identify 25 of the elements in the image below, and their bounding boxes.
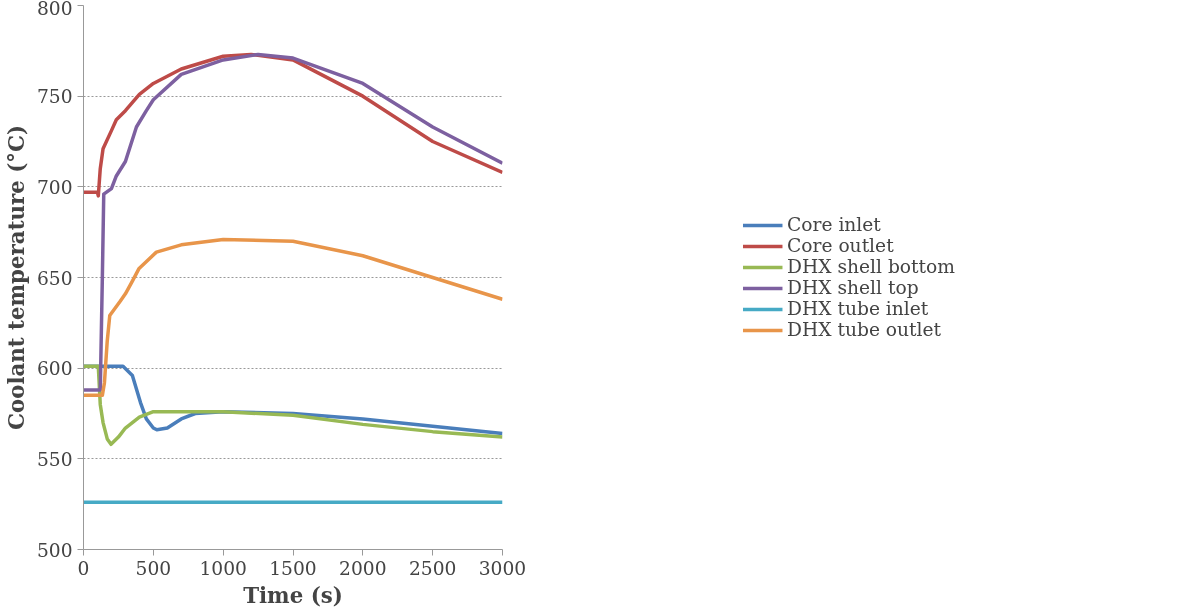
line-series	[83, 52, 503, 392]
legend-label: Core inlet	[786, 214, 881, 235]
line-series	[83, 237, 503, 398]
legend-label: DHX shell top	[786, 277, 919, 298]
y-tick-label: 700	[36, 176, 73, 198]
x-tick-label: 2500	[408, 557, 457, 579]
x-tick-label: 1500	[269, 557, 317, 579]
x-tick-label: 1000	[199, 557, 247, 579]
x-tick-label: 0	[77, 557, 90, 579]
legend-label: DHX shell bottom	[786, 256, 956, 277]
legend-label: DHX tube inlet	[786, 298, 929, 319]
x-tick-label: 3000	[478, 557, 527, 579]
y-tick-label: 750	[36, 86, 73, 108]
y-tick-label: 500	[36, 539, 73, 561]
y-tick-label: 800	[36, 0, 73, 19]
y-tick-label: 550	[36, 448, 73, 470]
y-axis-title: Coolant temperature (°C)	[3, 124, 29, 431]
line-series	[83, 52, 503, 198]
x-tick-label: 500	[135, 557, 172, 579]
x-tick-label: 2000	[339, 557, 387, 579]
legend-label: Core outlet	[786, 235, 894, 256]
x-axis-title: Time (s)	[243, 582, 343, 608]
legend-label: DHX tube outlet	[786, 319, 942, 340]
y-tick-label: 600	[36, 358, 73, 380]
y-tick-label: 650	[36, 267, 73, 289]
